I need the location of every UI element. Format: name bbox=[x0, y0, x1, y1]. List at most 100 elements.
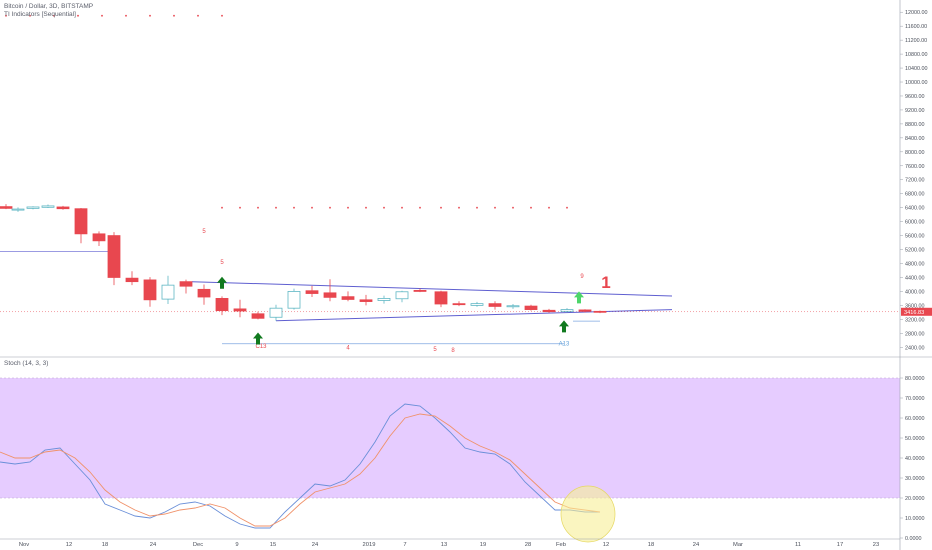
candle-body bbox=[179, 281, 193, 287]
candle-body bbox=[197, 288, 211, 298]
price-tick-label: 6400.00 bbox=[905, 206, 925, 212]
price-tick-label: 10000.00 bbox=[905, 80, 927, 86]
price-tick-label: 11200.00 bbox=[905, 38, 927, 44]
candle-body bbox=[542, 309, 556, 313]
sequential-dot bbox=[149, 14, 151, 17]
price-tick-label: 4800.00 bbox=[905, 262, 925, 268]
time-tick-label: Dec bbox=[193, 542, 203, 548]
sequential-dot bbox=[329, 206, 331, 209]
candle-body bbox=[251, 313, 265, 319]
candle-body bbox=[215, 298, 229, 312]
price-tick-label: 8800.00 bbox=[905, 122, 925, 128]
candle-body bbox=[323, 292, 337, 298]
candle-body bbox=[470, 303, 484, 306]
time-tick-label: 24 bbox=[693, 542, 700, 548]
price-tick-label: 4400.00 bbox=[905, 275, 925, 281]
candle-body bbox=[359, 299, 373, 302]
stoch-tick-label: 0.0000 bbox=[905, 536, 922, 542]
sequential-label: C13 bbox=[255, 344, 267, 350]
price-tick-label: 6000.00 bbox=[905, 220, 925, 226]
buy-arrow-icon bbox=[574, 291, 584, 304]
sequential-dot bbox=[197, 14, 199, 17]
candle-body bbox=[341, 296, 355, 300]
candle-body bbox=[0, 206, 13, 209]
sequential-dot bbox=[476, 206, 478, 209]
sequential-dot bbox=[53, 14, 55, 17]
time-tick-label: 18 bbox=[102, 542, 108, 548]
sequential-dot bbox=[77, 14, 79, 17]
price-tick-label: 3600.00 bbox=[905, 303, 925, 309]
sequential-dot bbox=[173, 14, 175, 17]
sequential-dot bbox=[512, 206, 514, 209]
candle-body bbox=[377, 298, 391, 301]
stoch-tick-label: 80.0000 bbox=[905, 376, 925, 382]
price-tick-label: 2800.00 bbox=[905, 331, 925, 337]
time-tick-label: Mar bbox=[733, 542, 743, 548]
buy-arrow-icon bbox=[559, 320, 569, 333]
time-tick-label: 24 bbox=[312, 542, 319, 548]
time-tick-label: 2019 bbox=[363, 542, 376, 548]
sequential-dot bbox=[221, 14, 223, 17]
trend-line bbox=[191, 281, 673, 297]
stoch-tick-label: 50.0000 bbox=[905, 436, 925, 442]
price-tick-label: 11600.00 bbox=[905, 24, 927, 30]
sequential-dot bbox=[5, 14, 7, 17]
candle-body bbox=[233, 308, 247, 312]
sequential-label: 8 bbox=[451, 348, 455, 354]
price-tick-label: 7600.00 bbox=[905, 164, 925, 170]
last-price-label: 3416.83 bbox=[904, 310, 924, 316]
time-tick-label: 17 bbox=[837, 542, 843, 548]
stoch-tick-label: 30.0000 bbox=[905, 476, 925, 482]
sequential-dot bbox=[311, 206, 313, 209]
price-tick-label: 9200.00 bbox=[905, 108, 925, 114]
buy-arrow-icon bbox=[253, 332, 263, 345]
price-tick-label: 12000.00 bbox=[905, 10, 927, 16]
candle-body bbox=[452, 303, 466, 306]
stoch-d-line bbox=[0, 413, 601, 527]
candle-body bbox=[524, 305, 538, 310]
sequential-dot bbox=[365, 206, 367, 209]
time-tick-label: 18 bbox=[648, 542, 654, 548]
sequential-dot bbox=[101, 14, 103, 17]
price-tick-label: 6800.00 bbox=[905, 192, 925, 198]
candle-body bbox=[578, 309, 592, 312]
time-tick-label: 24 bbox=[150, 542, 157, 548]
sequential-label: 9 bbox=[580, 274, 584, 280]
price-tick-label: 8000.00 bbox=[905, 150, 925, 156]
time-tick-label: Nov bbox=[19, 542, 29, 548]
price-tick-label: 3200.00 bbox=[905, 317, 925, 323]
indicator-label: TI Indicators [Sequential] bbox=[4, 11, 76, 18]
sequential-dot bbox=[458, 206, 460, 209]
price-tick-label: 7200.00 bbox=[905, 178, 925, 184]
stoch-k-line bbox=[0, 403, 600, 529]
time-tick-label: 23 bbox=[873, 542, 879, 548]
time-tick-label: 15 bbox=[270, 542, 276, 548]
candle-body bbox=[143, 279, 157, 301]
price-tick-label: 5600.00 bbox=[905, 234, 925, 240]
candle-body bbox=[92, 233, 106, 242]
price-tick-label: 10400.00 bbox=[905, 66, 927, 72]
candle-body bbox=[506, 305, 520, 308]
trend-line bbox=[275, 309, 673, 322]
time-tick-label: 28 bbox=[525, 542, 531, 548]
sequential-label: 1 bbox=[601, 273, 610, 292]
price-tick-label: 4000.00 bbox=[905, 289, 925, 295]
stoch-tick-label: 10.0000 bbox=[905, 516, 925, 522]
sequential-dot bbox=[257, 206, 259, 209]
candle-body bbox=[488, 303, 502, 307]
sequential-dot bbox=[548, 206, 550, 209]
sequential-dot bbox=[125, 14, 127, 17]
sequential-dot bbox=[239, 206, 241, 209]
candle-body bbox=[287, 291, 301, 309]
candle-body bbox=[434, 291, 448, 305]
time-tick-label: 11 bbox=[795, 542, 801, 548]
buy-arrow-icon bbox=[217, 276, 227, 289]
price-tick-label: 2400.00 bbox=[905, 345, 925, 351]
sequential-dot bbox=[440, 206, 442, 209]
stoch-tick-label: 70.0000 bbox=[905, 396, 925, 402]
candle-body bbox=[593, 310, 607, 313]
candle-body bbox=[395, 291, 409, 300]
sequential-dot bbox=[494, 206, 496, 209]
